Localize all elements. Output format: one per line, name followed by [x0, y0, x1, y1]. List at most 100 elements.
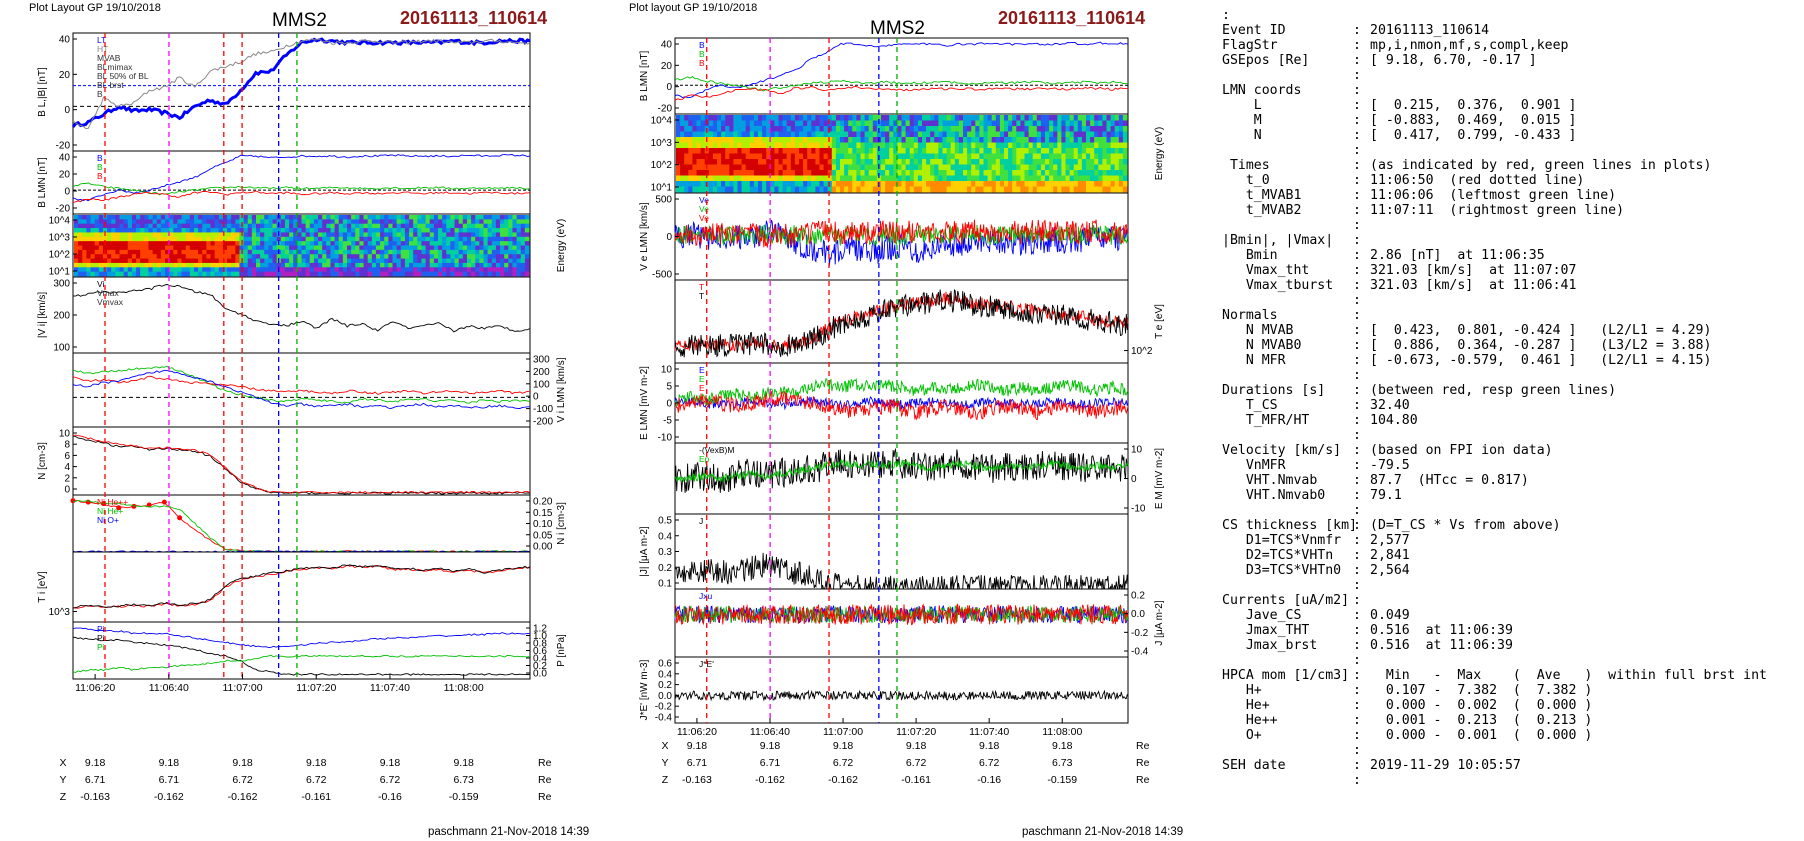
- spectrogram-cell: [322, 267, 327, 273]
- spectrogram-cell: [98, 215, 104, 220]
- spectrogram-cell: [926, 170, 931, 176]
- spectrogram-cell: [280, 219, 286, 225]
- spectrogram-cell: [512, 215, 517, 220]
- spectrogram-cell: [1032, 175, 1038, 182]
- spectrogram-cell: [729, 159, 734, 165]
- spectrogram-cell: [251, 271, 257, 277]
- spectrogram-cell: [429, 249, 435, 255]
- spectrogram-cell: [491, 228, 497, 233]
- spectrogram-cell: [758, 142, 763, 149]
- spectrogram-cell: [181, 262, 187, 268]
- spectrogram-cell: [1102, 131, 1107, 138]
- spectrogram-cell: [94, 232, 100, 238]
- spectrogram-cell: [827, 142, 833, 149]
- spectrogram-cell: [885, 120, 890, 127]
- spectrogram-cell: [425, 249, 431, 255]
- spectrogram-cell: [491, 215, 497, 220]
- spectrogram-cell: [429, 215, 435, 220]
- spectrogram-cell: [1081, 120, 1087, 127]
- spectrogram-cell: [417, 254, 422, 259]
- spectrogram-cell: [495, 215, 501, 220]
- y-axis-label: E LMN [mV m-2]: [639, 366, 650, 440]
- spectrogram-cell: [852, 137, 857, 143]
- info-value: 0.516 at 11:06:39: [1370, 638, 1513, 653]
- spectrogram-cell: [404, 219, 410, 225]
- spectrogram-cell: [778, 137, 783, 143]
- spectrogram-cell: [231, 245, 236, 251]
- spectrogram-cell: [388, 215, 393, 220]
- spectrogram-cell: [1032, 115, 1038, 121]
- spectrogram-cell: [90, 267, 96, 273]
- spectrogram-cell: [454, 223, 460, 229]
- spectrogram-cell: [876, 186, 882, 193]
- spectrogram-cell: [421, 228, 426, 233]
- data-series-line: [674, 377, 1129, 407]
- spectrogram-cell: [799, 148, 804, 154]
- spectrogram-cell: [466, 267, 472, 273]
- ephemeris-label: X: [59, 757, 66, 769]
- spectrogram-cell: [864, 181, 870, 187]
- info-colon: :: [1353, 158, 1361, 173]
- legend-entry: Ni He+: [97, 506, 123, 516]
- spectrogram-cell: [749, 126, 755, 132]
- spectrogram-cell: [889, 126, 894, 132]
- spectrogram-cell: [1016, 170, 1021, 176]
- ephemeris-value: -0.162: [228, 791, 258, 803]
- spectrogram-cell: [173, 228, 178, 233]
- spectrogram-cell: [692, 142, 697, 149]
- spectrogram-cell: [753, 153, 759, 160]
- spectrogram-cell: [330, 236, 335, 242]
- spectrogram-cell: [852, 142, 857, 149]
- spectrogram-cell: [256, 219, 261, 225]
- spectrogram-cell: [766, 170, 771, 176]
- spectrogram-cell: [1008, 126, 1013, 132]
- spectrogram-cell: [1024, 148, 1029, 154]
- spectrogram-cell: [198, 232, 203, 238]
- spectrogram-cell: [1110, 164, 1116, 171]
- spectrogram-cell: [94, 236, 100, 242]
- spectrogram-cell: [305, 258, 311, 264]
- spectrogram-cell: [326, 232, 331, 238]
- spectrogram-cell: [169, 254, 174, 259]
- spectrogram-cell: [102, 236, 108, 242]
- spectrogram-cell: [305, 254, 311, 259]
- data-series-line: [72, 190, 531, 204]
- spectrogram-cell: [355, 262, 360, 268]
- spectrogram-cell: [688, 148, 693, 154]
- spectrogram-cell: [189, 215, 195, 220]
- spectrogram-cell: [165, 249, 170, 255]
- spectrogram-cell: [334, 271, 340, 277]
- spectrogram-cell: [107, 258, 112, 264]
- spectrogram-cell: [827, 137, 833, 143]
- spectrogram-cell: [864, 153, 870, 160]
- spectrogram-cell: [318, 249, 323, 255]
- spectrogram-cell: [778, 159, 783, 165]
- spectrogram-cell: [786, 159, 792, 165]
- spectrogram-cell: [491, 262, 497, 268]
- spectrogram-cell: [1069, 120, 1075, 127]
- spectrogram-cell: [260, 258, 265, 264]
- spectrogram-cell: [922, 175, 927, 182]
- spectrogram-cell: [1016, 131, 1021, 138]
- spectrogram-cell: [475, 254, 480, 259]
- spectrogram-cell: [811, 159, 816, 165]
- spectrogram-cell: [823, 126, 829, 132]
- info-colon: :: [1353, 578, 1361, 593]
- spectrogram-cell: [749, 181, 755, 187]
- spectrogram-cell: [322, 236, 327, 242]
- info-colon: :: [1353, 413, 1361, 428]
- spectrogram-cell: [1040, 120, 1046, 127]
- spectrogram-cell: [355, 232, 360, 238]
- spectrogram-cell: [958, 126, 964, 132]
- spectrogram-cell: [1065, 181, 1070, 187]
- spectrogram-cell: [260, 254, 265, 259]
- spectrogram-cell: [766, 148, 771, 154]
- spectrogram-cell: [721, 120, 726, 127]
- spectrogram-cell: [82, 228, 87, 233]
- spectrogram-cell: [1077, 126, 1083, 132]
- spectrogram-cell: [971, 131, 976, 138]
- spectrogram-cell: [475, 249, 480, 255]
- spectrogram-cell: [1020, 115, 1025, 121]
- spectrogram-cell: [831, 170, 837, 176]
- spectrogram-cell: [74, 236, 79, 242]
